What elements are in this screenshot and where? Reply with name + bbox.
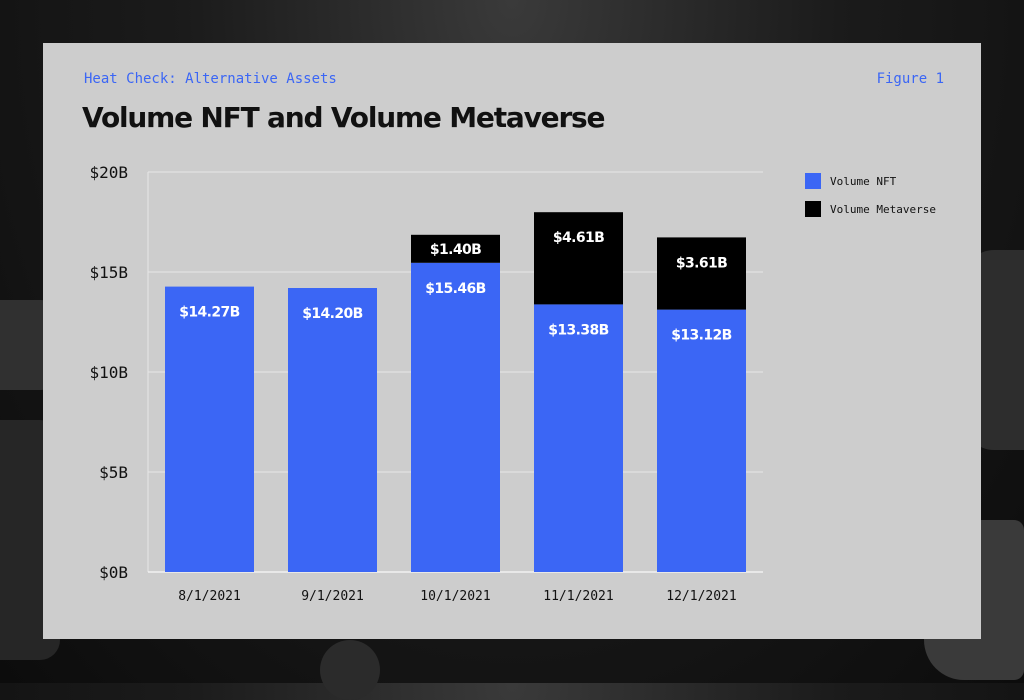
data-label: $13.38B [548, 322, 609, 338]
chart-title: Volume NFT and Volume Metaverse [82, 101, 606, 134]
legend-swatch [805, 201, 821, 217]
bar-volume-nft [411, 262, 500, 572]
x-tick-label: 11/1/2021 [543, 589, 613, 604]
data-label: $15.46B [425, 281, 486, 297]
bar-volume-nft [657, 309, 746, 572]
x-tick-label: 8/1/2021 [178, 589, 241, 604]
bars [165, 212, 746, 572]
y-axis-ticks: $0B $5B $10B $15B $20B [89, 163, 128, 582]
background-shape [320, 640, 380, 700]
bar-volume-nft [165, 286, 254, 572]
report-kicker: Heat Check: Alternative Assets [84, 71, 337, 87]
bar-volume-nft [288, 288, 377, 572]
legend: Volume NFT Volume Metaverse [805, 173, 936, 217]
bar-volume-metaverse [534, 212, 623, 305]
bar-volume-metaverse [657, 237, 746, 310]
legend-entry: Volume NFT [830, 175, 897, 188]
data-label: $14.20B [302, 306, 363, 322]
x-tick-label: 12/1/2021 [666, 589, 736, 604]
legend-swatch [805, 173, 821, 189]
figure-card: Heat Check: Alternative Assets Figure 1 … [43, 43, 981, 639]
x-axis-ticks: 8/1/2021 9/1/2021 10/1/2021 11/1/2021 12/1/2… [178, 589, 737, 604]
y-tick-label: $10B [89, 363, 128, 382]
figure-number: Figure 1 [876, 71, 944, 87]
y-tick-label: $15B [89, 263, 128, 282]
data-labels: $14.27B $14.20B $15.46B $1.40B $13.38B $4.61B… [179, 230, 732, 343]
y-tick-label: $0B [99, 563, 128, 582]
data-label: $4.61B [553, 230, 604, 246]
data-label: $14.27B [179, 305, 240, 321]
bar-volume-metaverse [411, 234, 500, 263]
legend-entry: Volume Metaverse [830, 203, 936, 216]
y-tick-label: $5B [99, 463, 128, 482]
data-label: $13.12B [671, 328, 732, 344]
x-tick-label: 10/1/2021 [420, 589, 490, 604]
data-label: $3.61B [676, 255, 727, 271]
x-tick-label: 9/1/2021 [301, 589, 364, 604]
bar-chart: $0B $5B $10B $15B $20B $14.27B $14.20B $15.46B… [89, 163, 936, 604]
bar-volume-nft [534, 304, 623, 572]
y-tick-label: $20B [89, 163, 128, 182]
data-label: $1.40B [430, 242, 481, 258]
